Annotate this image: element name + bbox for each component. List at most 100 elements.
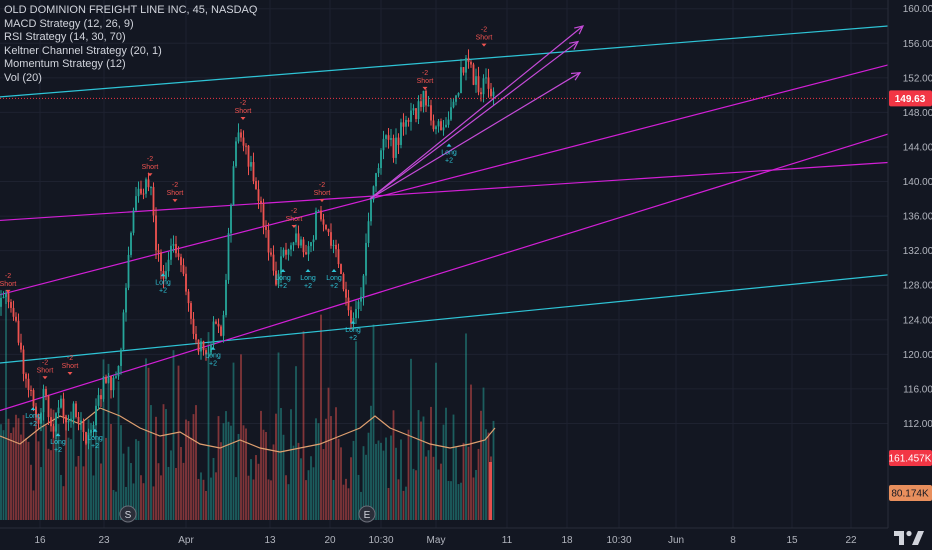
candle-body [12, 307, 15, 317]
candle-body [40, 412, 42, 424]
candle-body [70, 418, 72, 421]
volume-bar [2, 430, 5, 520]
legend-rsi[interactable]: RSI Strategy (14, 30, 70) [4, 31, 126, 43]
volume-bar [295, 366, 297, 520]
signal-long-value: +2 [29, 421, 37, 428]
signal-short-value: -2 [481, 27, 487, 34]
volume-bar [197, 478, 200, 520]
volume-bar [415, 470, 417, 520]
volume-bar [297, 442, 300, 520]
candle-body [385, 135, 387, 139]
volume-bar [377, 440, 380, 520]
event-marker-icon[interactable] [119, 505, 137, 523]
legend-keltner[interactable]: Keltner Channel Strategy (20, 1) [4, 44, 162, 57]
price-tick-label: 120.00 [903, 350, 932, 361]
signal-long-marker [30, 407, 36, 411]
volume-bar [240, 354, 242, 520]
volume-bar [190, 437, 192, 520]
volume-bar [357, 474, 360, 520]
event-marker-icon[interactable] [358, 505, 376, 523]
volume-bar [127, 446, 130, 520]
volume-bar [222, 423, 225, 520]
volume-bar [307, 470, 310, 520]
trend-line[interactable] [0, 64, 889, 296]
candle-body [377, 168, 380, 174]
time-axis[interactable]: 16 23 Apr 13 20 10:30 May 11 18 10:30 Jun 8 15 22 [0, 527, 888, 550]
candle-body [217, 323, 220, 327]
volume-bar [487, 432, 490, 520]
volume-bar [115, 491, 117, 520]
candle-body [200, 341, 202, 352]
candle-body [32, 390, 35, 407]
candle-body [242, 137, 245, 146]
volume-bar [327, 387, 330, 520]
candle-body [325, 224, 327, 230]
volume-bar [400, 439, 402, 520]
candle-body [300, 239, 302, 246]
volume-bar [432, 456, 435, 520]
signal-short-value: -2 [147, 156, 153, 163]
volume-bar [180, 447, 182, 520]
volume-bar [152, 486, 155, 520]
signal-long-value: +2 [445, 158, 453, 165]
volume-bar [52, 409, 55, 520]
candle-body [480, 92, 482, 95]
volume-bar [80, 420, 82, 520]
candle-body [17, 320, 20, 343]
volume-label: 161.457K [889, 454, 932, 465]
candle-body [130, 232, 132, 255]
legend-momentum[interactable]: Momentum Strategy (12) [4, 58, 126, 70]
signal-short-marker [481, 43, 487, 47]
volume-bar [340, 447, 342, 520]
volume-bar [460, 482, 462, 520]
arrow-line[interactable] [369, 41, 579, 200]
candle-body [187, 291, 190, 304]
volume-bar [57, 424, 60, 520]
candle-body [132, 210, 135, 233]
volume-bar [87, 419, 90, 520]
signal-long-label: Long [155, 279, 171, 286]
candle-body [170, 245, 172, 260]
price-axis[interactable]: 160.00 156.00 152.00 148.00 144.00 140.00 136.… [887, 0, 932, 528]
arrow-line[interactable] [369, 72, 581, 200]
volume-bar [145, 358, 147, 520]
volume-bar [355, 341, 357, 520]
arrow-head [574, 25, 585, 35]
trend-line[interactable] [0, 161, 889, 222]
signal-short-label: Short [62, 363, 79, 370]
candle-body [100, 395, 102, 400]
candle-body [230, 204, 232, 234]
candle-body [445, 124, 447, 128]
time-tick-label: 22 [845, 535, 857, 546]
legend-macd[interactable]: MACD Strategy (12, 26, 9) [4, 17, 134, 30]
volume-bar [290, 409, 292, 520]
legend-volume[interactable]: Vol (20) [4, 71, 42, 84]
candle-body [390, 138, 392, 140]
tradingview-logo-icon[interactable] [892, 527, 926, 547]
symbol-title[interactable]: OLD DOMINION FREIGHT LINE INC, 45, NASDA… [4, 4, 258, 16]
candle-body [35, 406, 37, 418]
trend-lines[interactable] [0, 25, 889, 412]
candle-body [340, 264, 342, 274]
candle-body [447, 119, 450, 125]
volume-bar [102, 359, 105, 520]
trend-line[interactable] [0, 274, 889, 364]
time-tick-label: May [427, 535, 446, 546]
volume-bar [452, 414, 455, 520]
candle-body [410, 110, 412, 122]
candle-body [85, 432, 87, 444]
trend-arrows[interactable] [369, 25, 585, 200]
candle-body [437, 121, 440, 127]
volume-bar [212, 457, 215, 520]
trend-line[interactable] [0, 25, 889, 98]
signal-long-value: +2 [304, 283, 312, 290]
trend-line[interactable] [0, 133, 889, 412]
candlestick-series[interactable] [0, 49, 495, 450]
signal-long-marker [55, 433, 61, 437]
arrow-line[interactable] [369, 25, 584, 200]
volume-bar [287, 484, 290, 520]
candle-body [387, 135, 390, 140]
volume-bar [465, 333, 467, 520]
